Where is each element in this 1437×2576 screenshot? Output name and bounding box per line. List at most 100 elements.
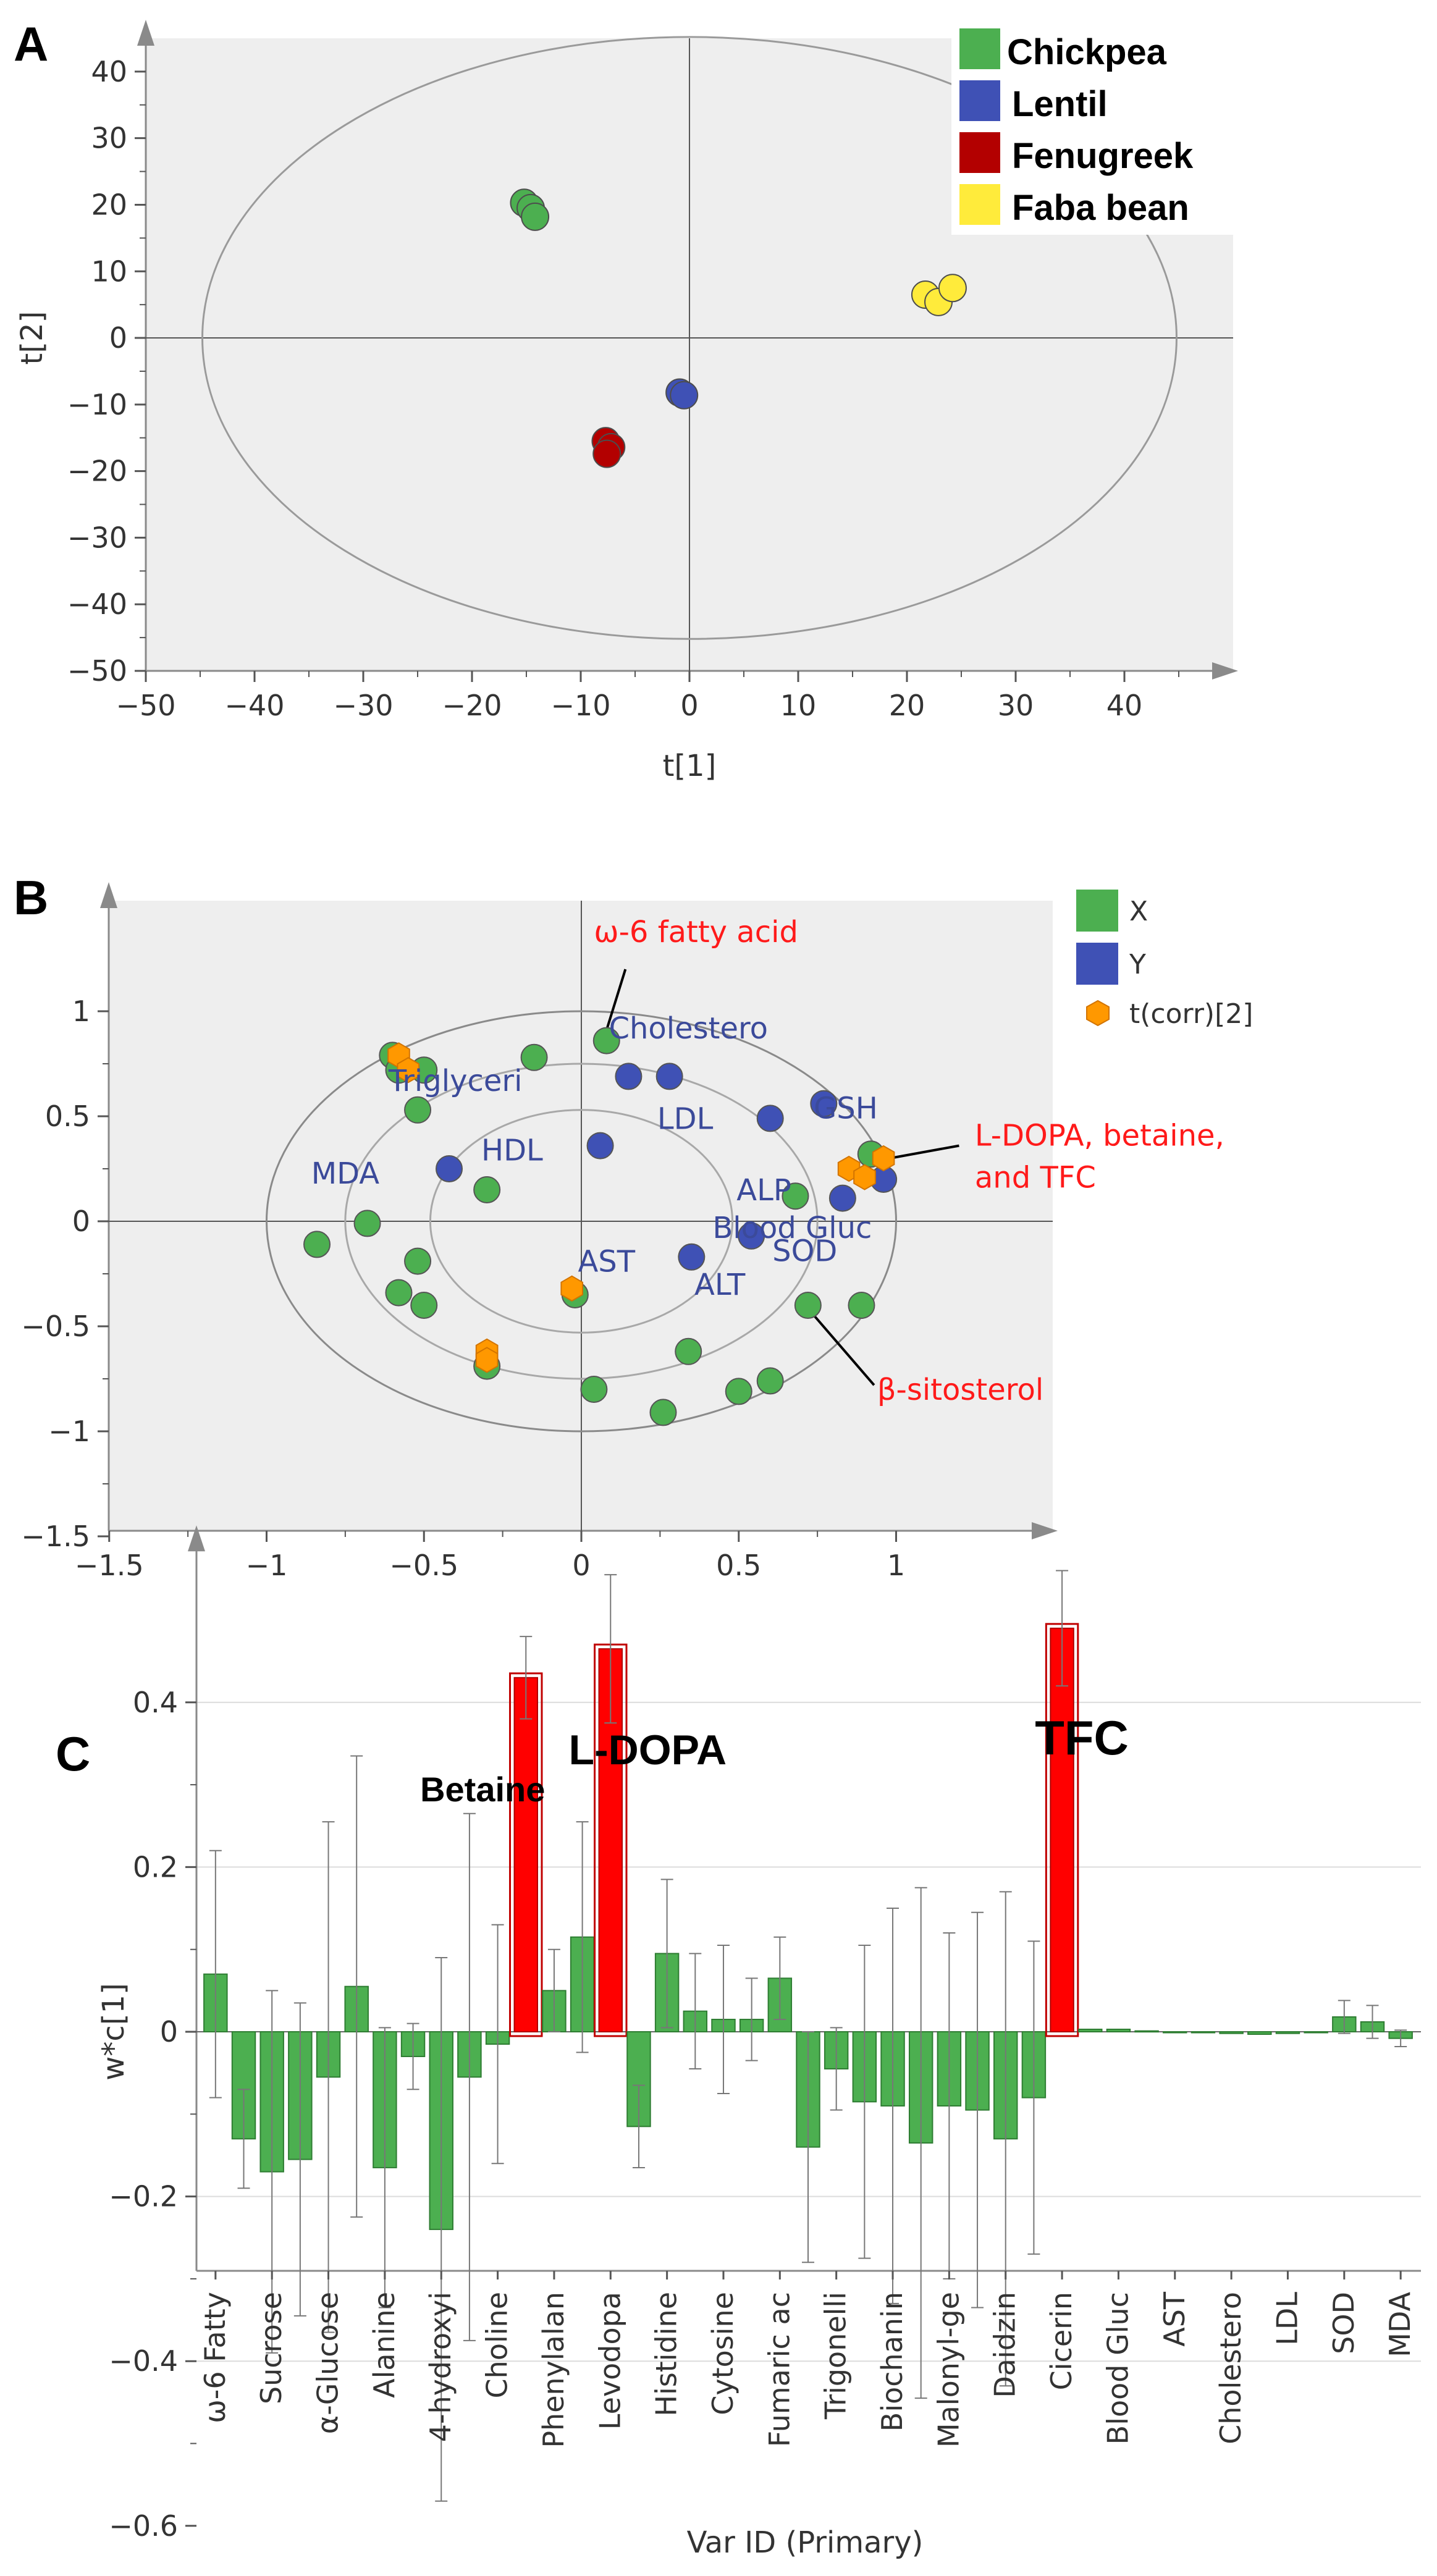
x-tick-label: 1 <box>887 1549 905 1582</box>
legend-swatch-fenugreek <box>959 132 1000 173</box>
point-x <box>303 1231 331 1258</box>
panel-a-x-axis-arrow-icon <box>1212 662 1238 680</box>
point-x <box>473 1176 501 1203</box>
point-y <box>828 1184 856 1212</box>
point-y <box>615 1063 643 1090</box>
category-blood-gluc: Blood Gluc <box>1101 2292 1134 2444</box>
point-x <box>756 1367 784 1395</box>
point-y <box>810 1090 838 1118</box>
label-alt: ALT <box>694 1268 746 1302</box>
category-phenylalan: Phenylalan <box>537 2292 570 2448</box>
y-tick-label: −50 <box>67 654 127 688</box>
annotation-l-dopa: L-DOPA <box>568 1727 727 1774</box>
point-y <box>586 1132 614 1160</box>
category-sucrose: Sucrose <box>255 2292 288 2404</box>
leader-sitosterol <box>813 1315 875 1386</box>
correlation-circle <box>344 1063 819 1380</box>
y-tick-label: −1 <box>48 1415 90 1448</box>
category-ldl: LDL <box>1270 2292 1304 2346</box>
x-tick-label: −10 <box>550 689 610 722</box>
x-tick-label: 20 <box>889 689 925 722</box>
panel-b-legend: X Y t(corr)[2] <box>1076 890 1253 1030</box>
label-hdl: HDL <box>481 1133 543 1168</box>
point-x <box>848 1292 875 1319</box>
legend-label-x: X <box>1129 896 1148 927</box>
panel-c-annotations: Betaine L-DOPA TFC <box>420 1711 1129 1809</box>
legend-swatch-x <box>1076 890 1118 932</box>
point-y <box>655 1063 683 1090</box>
leader-omega6 <box>605 969 627 1031</box>
y-tick-label: −1.5 <box>21 1520 90 1553</box>
bar <box>1247 2031 1272 2035</box>
category-histidine: Histidine <box>650 2292 683 2417</box>
y-tick-label: 0.5 <box>45 1100 90 1133</box>
y-tick-label: 20 <box>91 188 127 221</box>
bar <box>1106 2029 1131 2032</box>
y-tick-label: −10 <box>67 388 127 421</box>
panel-c-error-bars <box>209 1570 1407 2502</box>
y-tick-label: −30 <box>67 521 127 554</box>
legend-swatch-chickpea <box>959 28 1000 69</box>
panel-b-points <box>303 1027 898 1426</box>
label-omega6: ω-6 fatty acid <box>594 915 798 949</box>
category-6-fatty: ω-6 Fatty <box>198 2292 232 2423</box>
panel-c-y-axis-title: w*c[1] <box>96 1983 131 2081</box>
point-x <box>520 1043 548 1071</box>
panel-c-y-axis-arrow-icon <box>188 1525 205 1552</box>
correlation-circle <box>429 1109 734 1334</box>
x-tick-label: −30 <box>333 689 393 722</box>
point-x <box>404 1247 432 1275</box>
panel-label-b: B <box>14 870 48 925</box>
x-tick-label: 40 <box>1106 689 1143 722</box>
category-cholestero: Cholestero <box>1214 2292 1247 2444</box>
category-daidzin: Daidzin <box>988 2292 1022 2398</box>
panel-b-leader-lines <box>605 969 959 1386</box>
point-x <box>675 1337 702 1365</box>
point-x <box>353 1210 381 1237</box>
legend-hexagon-icon <box>1086 1000 1110 1027</box>
category-ast: AST <box>1158 2291 1191 2347</box>
point-fenugreek <box>592 439 622 468</box>
label-sod: SOD <box>772 1234 837 1269</box>
label-alp: ALP <box>736 1173 791 1208</box>
legend-label-y: Y <box>1129 949 1146 980</box>
panel-b-variable-labels: Cholestero Triglyceri LDL GSH HDL MDA ALPBlood… <box>311 915 1224 1407</box>
y-tick-label: 0.4 <box>133 1686 178 1719</box>
label-mda: MDA <box>311 1156 380 1191</box>
x-tick-label: −1.5 <box>75 1549 144 1582</box>
panel-c-category-labels: ω-6 Fatty Sucrose α-Glucose Alanine 4-hydrox… <box>198 2271 1417 2448</box>
category-cytosine: Cytosine <box>706 2292 740 2415</box>
point-chickpea <box>521 202 550 231</box>
legend-label-tcorr: t(corr)[2] <box>1129 998 1253 1030</box>
bar <box>1134 2030 1159 2033</box>
x-tick-label: −1 <box>246 1549 288 1582</box>
category-trigonelli: Trigonelli <box>819 2292 853 2420</box>
x-tick-label: −20 <box>442 689 502 722</box>
point-lentil <box>670 381 699 410</box>
y-tick-label: 10 <box>91 255 127 288</box>
bar <box>1078 2029 1103 2032</box>
bar <box>1275 2031 1300 2034</box>
bar-highlighted <box>513 1677 538 2033</box>
point-y <box>756 1105 784 1132</box>
panel-a-y-axis-title: t[2] <box>15 311 49 365</box>
y-tick-label: 0 <box>72 1205 90 1238</box>
panel-label-a: A <box>14 17 48 71</box>
point-x <box>649 1399 677 1426</box>
panel-c-ticks: 0.4 0.2 0 −0.2 −0.4 −0.6 <box>109 1686 196 2543</box>
x-tick-label: 30 <box>998 689 1034 722</box>
category-mda: MDA <box>1383 2291 1417 2357</box>
category-fumaric-ac: Fumaric ac <box>762 2292 796 2447</box>
annotation-tfc: TFC <box>1035 1711 1129 1765</box>
x-tick-label: −0.5 <box>389 1549 458 1582</box>
y-tick-label: 0 <box>160 2015 178 2048</box>
panel-a-y-axis-arrow-icon <box>137 20 154 46</box>
legend-label-fenugreek: Fenugreek <box>1012 136 1194 176</box>
x-tick-label: 0 <box>572 1549 590 1582</box>
x-tick-label: −50 <box>116 689 175 722</box>
panel-a-hotelling-ellipse <box>201 36 1178 640</box>
panel-label-c: C <box>56 1727 90 1781</box>
legend-label-faba-bean: Faba bean <box>1012 188 1189 228</box>
y-tick-label: 0 <box>109 321 127 355</box>
y-tick-label: 40 <box>91 55 127 88</box>
